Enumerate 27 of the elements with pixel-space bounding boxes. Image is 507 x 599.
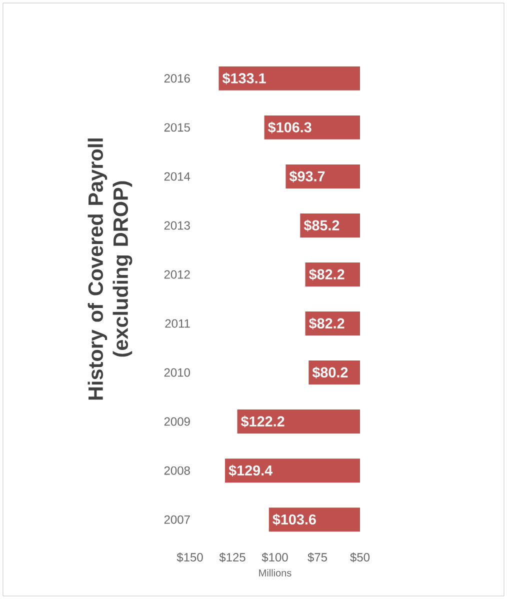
data-label: $82.2: [308, 318, 344, 330]
x-tick-label: $150: [176, 552, 203, 562]
y-tick-label: 2012: [164, 270, 190, 279]
data-label: $129.4: [228, 464, 273, 476]
data-label: $93.7: [289, 170, 325, 182]
y-tick-label: 2010: [164, 368, 190, 377]
x-tick-label: $125: [219, 552, 246, 562]
x-tick-label: $50: [350, 552, 370, 562]
y-tick-label: 2015: [164, 123, 190, 132]
y-tick-label: 2016: [164, 74, 190, 83]
data-label: $106.3: [268, 122, 312, 134]
x-tick-label: $75: [308, 552, 327, 562]
y-tick-label: 2007: [164, 515, 190, 524]
y-tick-label: 2011: [165, 319, 190, 328]
data-label: $82.2: [308, 268, 344, 280]
data-label: $80.2: [312, 366, 348, 378]
data-label: $103.6: [272, 514, 316, 526]
y-tick-label: 2009: [164, 417, 190, 426]
x-tick-label: $100: [262, 552, 288, 562]
y-tick-label: 2008: [164, 466, 190, 475]
x-axis-title: Millions: [259, 569, 292, 576]
data-label: $85.2: [304, 220, 340, 232]
data-label: $133.1: [222, 72, 266, 84]
text: History of Covered Payroll (excluding DROP): [88, 138, 132, 400]
y-tick-label: 2013: [164, 221, 190, 230]
data-label: $122.2: [240, 416, 284, 428]
y-tick-label: 2014: [164, 172, 190, 181]
